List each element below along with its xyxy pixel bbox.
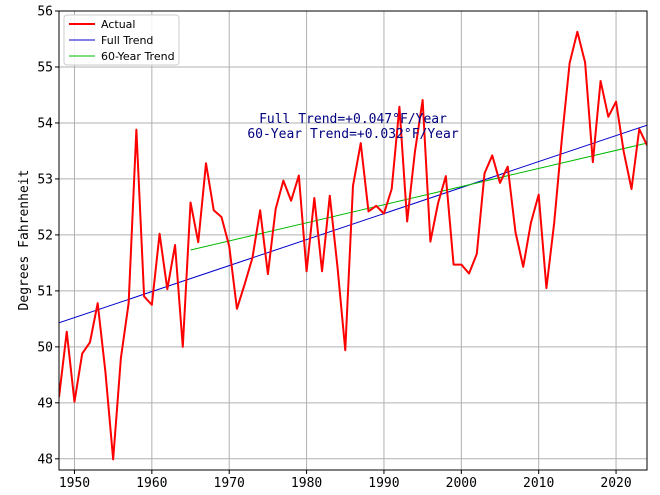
- y-tick-label: 52: [37, 228, 53, 243]
- y-tick-label: 55: [37, 60, 53, 75]
- full-trend-line: [59, 124, 647, 324]
- grid: [59, 10, 647, 470]
- ticks: 1950 1960 1970 1980 1990 2000 2010 2020 48 49 50 51…: [37, 5, 631, 492]
- x-tick-label: 1980: [291, 476, 322, 491]
- legend: Actual Full Trend 60-Year Trend: [63, 14, 180, 66]
- y-tick-label: 50: [37, 340, 53, 355]
- x-tick-label: 2000: [446, 476, 477, 491]
- x-tick-label: 1970: [214, 476, 245, 491]
- legend-entry-label: Full Trend: [101, 34, 153, 47]
- full-trend-annotation: Full Trend=+0.047°F/Year: [259, 112, 447, 127]
- x-tick-label: 2010: [523, 476, 554, 491]
- x-tick-label: 1990: [368, 476, 399, 491]
- x-tick-label: 2020: [600, 476, 631, 491]
- legend-box: [63, 14, 180, 66]
- y-tick-label: 48: [37, 452, 53, 467]
- x-tick-label: 1960: [136, 476, 167, 491]
- x-tick-label: 1950: [59, 476, 90, 491]
- y-tick-label: 54: [37, 116, 53, 131]
- y-tick-label: 49: [37, 396, 53, 411]
- plot-frame: [58, 10, 648, 471]
- y-tick-label: 56: [37, 5, 53, 20]
- y-tick-label: 53: [37, 172, 53, 187]
- y-axis-label: Degrees Fahrenheit: [17, 170, 32, 311]
- actual-series-line: [59, 30, 647, 461]
- sixty-year-trend-annotation: 60-Year Trend=+0.032°F/Year: [247, 127, 458, 142]
- legend-entry-label: 60-Year Trend: [101, 50, 175, 63]
- legend-entry-label: Actual: [101, 18, 135, 31]
- sixty-year-trend-line: [190, 142, 647, 251]
- y-tick-label: 51: [37, 284, 53, 299]
- series-layer: [59, 30, 647, 461]
